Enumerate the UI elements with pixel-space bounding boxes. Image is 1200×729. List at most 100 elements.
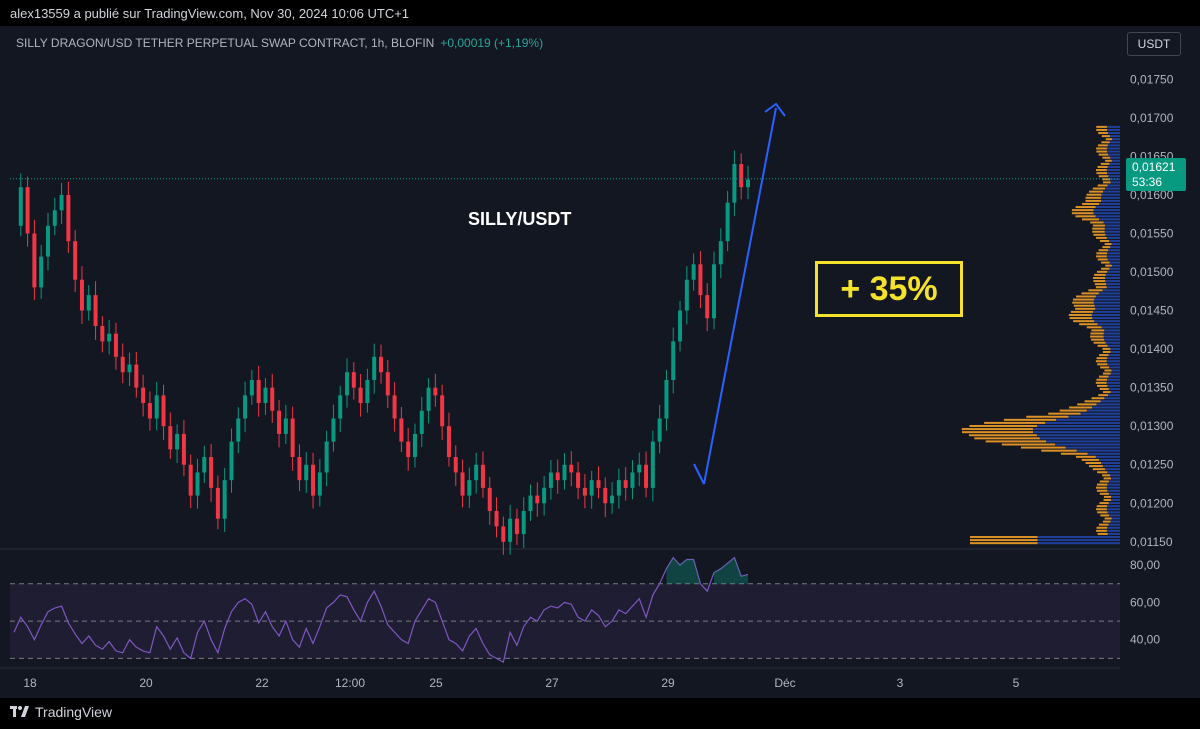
volume-profile-bar [1103,335,1120,338]
candle-body [399,418,404,442]
chart-area[interactable] [0,26,1200,698]
volume-profile-bar [1106,169,1120,172]
volume-profile-bar [1071,209,1094,212]
pair-annotation: SILLY/USDT [468,209,572,229]
candle-body [345,372,350,396]
volume-profile-bar [1107,150,1120,153]
volume-profile-bar [1036,434,1120,437]
volume-profile-bar [1072,301,1094,304]
volume-profile-bar [1099,202,1120,205]
candle-body [127,364,132,373]
volume-profile-bar [1098,175,1109,178]
volume-profile-bar [1059,409,1087,412]
volume-profile-bar [1110,156,1120,159]
time-tick-label: 5 [1013,676,1020,690]
candle-body [372,356,377,380]
volume-profile-bar [1107,489,1120,492]
time-tick-label: 20 [139,676,153,690]
candle-body [610,495,615,504]
symbol-title: SILLY DRAGON/USD TETHER PERPETUAL SWAP C… [16,36,435,50]
candle-body [195,472,200,496]
volume-profile-bar [1111,369,1120,372]
volume-profile-bar [1096,172,1108,175]
time-tick-label: 22 [255,676,269,690]
volume-profile-bar [1108,480,1120,483]
volume-profile-bar [1097,532,1108,535]
volume-profile-bar [1105,233,1120,236]
volume-profile-bar [1112,138,1120,141]
volume-profile-bar [1104,517,1112,520]
price-tick-label: 0,01750 [1130,72,1174,86]
volume-profile-bar [1099,239,1109,242]
volume-profile-bar [1096,252,1108,255]
volume-profile-bar [1085,461,1102,464]
volume-profile-bar [1102,190,1120,193]
candle-body [215,487,220,519]
volume-profile-bar [1098,394,1109,397]
volume-profile-bar [1097,165,1108,168]
volume-profile-bar [1092,227,1105,230]
volume-profile-bar [1096,505,1108,508]
time-tick-label: 29 [661,676,675,690]
volume-profile-bar [1092,230,1105,233]
price-tick-label: 0,01300 [1130,419,1174,433]
volume-profile-bar [1098,458,1120,461]
candle-body [746,179,750,188]
candle-body [18,187,23,226]
candle-body [725,202,730,242]
candle-body [107,333,112,342]
candle-body [739,164,744,188]
candle-body [93,295,98,326]
volume-profile-bar [1107,165,1120,168]
volume-profile-bar [1107,532,1120,535]
volume-profile-bar [1103,181,1111,184]
time-tick-label: 27 [545,676,559,690]
volume-profile-bar [974,437,1040,440]
price-tick-label: 0,01700 [1130,111,1174,125]
volume-profile-bar [1101,267,1110,270]
volume-profile-bar [1001,443,1055,446]
volume-profile-bar [1037,536,1120,539]
candle-body [263,387,268,404]
volume-profile-bar [1096,483,1108,486]
candle-body [589,480,594,496]
volume-profile-bar [1105,341,1120,344]
volume-profile-bar [1101,196,1120,199]
volume-profile-bar [1096,403,1120,406]
volume-profile-bar [1104,369,1112,372]
volume-profile-bar [1088,465,1103,468]
volume-profile-bar [1094,283,1107,286]
candle-body [446,426,451,458]
candle-body [209,457,214,488]
volume-profile-bar [1094,320,1120,323]
volume-profile-bar [1072,298,1095,301]
volume-profile-bar [1097,511,1108,514]
volume-profile-bar [1102,156,1111,159]
volume-profile-bar [1110,246,1120,249]
volume-profile-bar [1108,502,1120,505]
last-price-label: 0,01621 53:36 [1126,158,1186,191]
volume-profile-bar [1076,295,1096,298]
volume-profile-bar [1096,255,1107,258]
volume-profile-bar [1109,514,1120,517]
price-tick-label: 0,01200 [1130,496,1174,510]
volume-profile-bar [1092,468,1105,471]
volume-profile-bar [1099,492,1109,495]
tradingview-logo[interactable]: TradingView [10,704,112,720]
volume-profile-bar [1089,190,1103,193]
volume-profile-bar [1107,471,1120,474]
volume-profile-bar [1081,458,1099,461]
candle-body [120,356,125,373]
last-price-value: 0,01621 [1132,160,1176,174]
candle-body [630,472,635,488]
volume-profile-bar [1102,178,1111,181]
candle-body [514,518,519,535]
volume-profile-bar [1077,403,1097,406]
volume-profile-bar [1108,153,1120,156]
volume-profile-bar [1071,212,1094,215]
currency-button[interactable]: USDT [1127,32,1181,56]
volume-profile-bar [1102,246,1111,249]
candle-body [501,526,506,542]
